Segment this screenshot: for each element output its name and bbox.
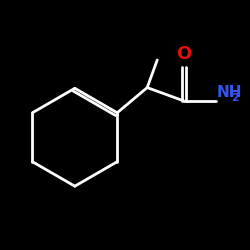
Text: 2: 2: [231, 94, 239, 104]
Text: NH: NH: [217, 85, 242, 100]
Text: O: O: [176, 45, 192, 63]
